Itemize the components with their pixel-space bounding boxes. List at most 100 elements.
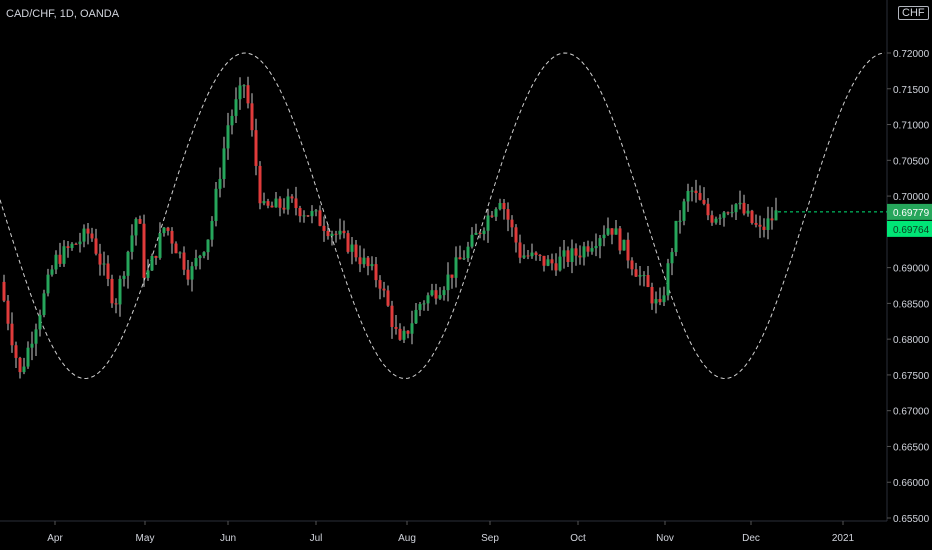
candle-down [502,203,506,210]
candle-up [302,215,306,217]
chart-title: CAD/CHF, 1D, OANDA [6,8,120,20]
candle-down [610,228,614,235]
candle-down [66,246,70,248]
candle-up [474,232,478,235]
y-tick-label: 0.70000 [893,192,930,203]
candle-up [126,251,130,276]
candle-down [578,255,582,258]
candle-up [194,258,198,267]
candle-up [602,234,606,239]
candle-down [326,230,330,237]
candle-down [74,243,78,245]
candle-down [174,243,178,254]
candle-down [542,255,546,266]
candle-up [422,303,426,305]
candle-down [382,288,386,291]
candle-up [226,125,230,149]
candle-up [614,228,618,235]
candle-down [250,103,254,131]
candle-up [462,258,466,260]
candle-down [538,254,542,256]
candle-down [658,299,662,303]
candle-down [750,210,754,223]
candle-up [446,274,450,291]
candle-down [270,205,274,208]
candle-up [486,215,490,231]
candle-down [378,280,382,289]
candle-down [434,290,438,299]
candle-up [730,212,734,214]
y-tick-label: 0.68500 [893,299,930,310]
candle-down [58,254,62,264]
candle-down [754,222,758,225]
candle-up [162,227,166,234]
candle-up [134,219,138,236]
candle-down [170,230,174,244]
candle-up [238,85,242,100]
candle-up [274,198,278,208]
candle-down [510,219,514,228]
candle-up [722,212,726,218]
candle-down [106,263,110,279]
x-tick-label: Oct [570,533,586,544]
candle-down [354,244,358,258]
candle-up [402,330,406,340]
candle-down [346,233,350,252]
candle-down [254,130,258,166]
candle-down [626,239,630,261]
candle-down [694,190,698,194]
candle-up [686,191,690,202]
candle-up [774,210,778,221]
x-tick-label: Sep [481,533,499,544]
candle-down [138,219,142,224]
y-tick-label: 0.67500 [893,371,930,382]
candle-down [450,274,454,278]
candle-up [670,252,674,264]
candle-up [582,246,586,258]
candle-up [598,238,602,247]
candle-down [762,226,766,230]
candle-down [630,260,634,270]
y-tick-label: 0.66000 [893,478,930,489]
candle-down [18,357,22,373]
candle-up [146,270,150,278]
candle-up [118,278,122,305]
candle-up [766,218,770,230]
candle-down [90,233,94,239]
y-tick-label: 0.69000 [893,264,930,275]
candle-up [418,304,422,310]
candle-up [370,264,374,267]
candle-down [566,250,570,262]
candle-down [770,218,774,221]
candle-up [438,295,442,299]
candle-up [638,275,642,277]
candle-up [522,255,526,258]
candle-up [662,295,666,303]
candle-down [726,212,730,214]
candle-down [2,281,6,301]
candle-up [214,188,218,222]
candle-up [22,366,26,373]
candle-up [190,266,194,280]
candle-up [50,269,54,275]
x-tick-label: Nov [656,533,674,544]
candle-up [82,228,86,242]
y-tick-label: 0.71000 [893,121,930,132]
candle-up [546,259,550,266]
x-tick-label: May [136,533,155,544]
candle-down [406,330,410,334]
candle-down [386,290,390,306]
candle-up [430,290,434,296]
candle-down [390,305,394,327]
candle-down [282,207,286,210]
price-label-box [887,203,932,220]
candle-down [398,328,402,340]
candle-up [594,246,598,249]
candle-up [498,203,502,210]
currency-button[interactable]: CHF [898,6,929,20]
candle-up [202,252,206,256]
candle-up [330,233,334,237]
candle-down [318,210,322,226]
candle-down [246,85,250,104]
